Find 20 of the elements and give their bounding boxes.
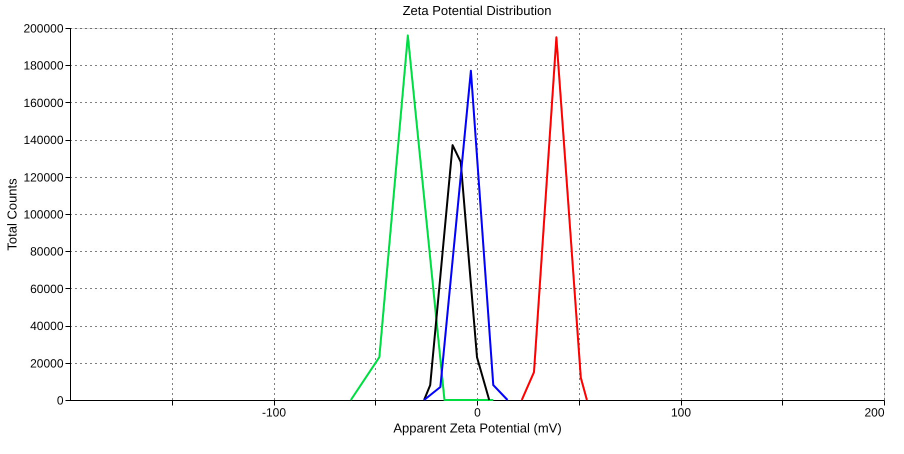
y-tick-label: 80000 [30,244,64,259]
x-tick-label: 200 [864,406,885,420]
y-tick-label: 140000 [23,133,64,148]
y-tick-label: 200000 [23,22,64,36]
y-tick-label: 20000 [30,356,64,370]
y-tick-label: 180000 [23,58,64,73]
y-axis-title: Total Counts [4,178,20,251]
y-tick-label: 160000 [23,96,64,110]
line-series [520,36,588,401]
x-tick-label: -100 [262,406,286,420]
x-axis-title: Apparent Zeta Potential (mV) [393,420,562,436]
y-tick-label: 60000 [30,282,64,296]
y-tick-label: 0 [56,394,64,408]
line-series [423,70,509,401]
x-tick-label: 0 [474,406,482,420]
y-tick-label: 120000 [23,170,64,184]
chart-title: Zeta Potential Distribution [402,3,552,18]
y-tick-label: 100000 [23,208,64,222]
y-tick-label: 40000 [30,319,64,334]
x-tick-label: 100 [670,406,692,420]
